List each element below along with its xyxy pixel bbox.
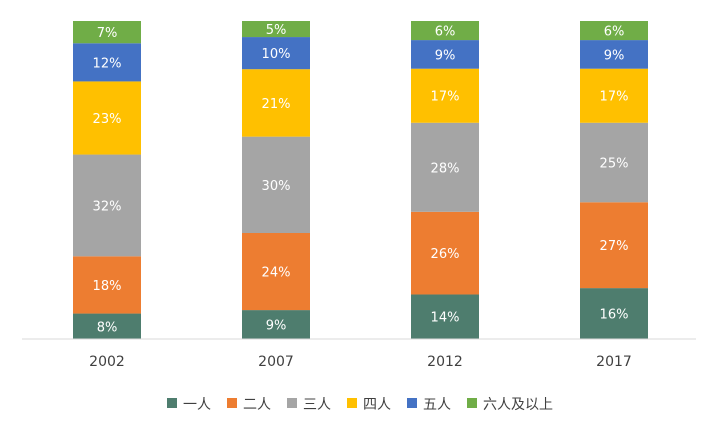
bar-segment: [242, 310, 310, 339]
legend-label: 二人: [243, 397, 271, 413]
data-label: 17%: [431, 90, 460, 105]
bar-segment: [73, 313, 141, 339]
x-axis-ticks: 2002 2007 2012 2017: [89, 354, 632, 370]
legend-label: 六人及以上: [483, 397, 553, 413]
data-label: 14%: [431, 311, 460, 326]
bar-segment: [411, 21, 479, 41]
data-label: 16%: [600, 308, 629, 323]
data-label: 9%: [266, 319, 287, 334]
legend-label: 五人: [423, 397, 451, 413]
legend-swatch: [287, 398, 297, 408]
legend-label: 四人: [363, 397, 391, 413]
data-label: 28%: [431, 161, 460, 176]
x-tick-label: 2002: [89, 354, 125, 370]
bar-segment: [580, 122, 648, 203]
x-tick-label: 2017: [596, 354, 632, 370]
data-label: 32%: [93, 199, 122, 214]
bars-layer: 8% 18% 32% 23% 12% 7% 9% 24% 30% 21% 10% 5% 14% 26% 28…: [73, 21, 648, 339]
bar-segment: [73, 81, 141, 155]
data-label: 26%: [431, 247, 460, 262]
data-label: 6%: [604, 25, 625, 40]
legend-swatch: [467, 398, 477, 408]
data-label: 25%: [600, 157, 629, 172]
data-label: 18%: [93, 279, 122, 294]
bar-segment: [242, 37, 310, 70]
legend: 一人 二人 三人 四人 五人 六人及以上: [167, 397, 553, 413]
legend-swatch: [227, 398, 237, 408]
data-label: 17%: [600, 90, 629, 105]
data-label: 9%: [435, 48, 456, 63]
bar-segment: [73, 43, 141, 82]
bar-segment: [411, 294, 479, 339]
data-label: 23%: [93, 112, 122, 127]
bar-segment: [580, 68, 648, 123]
x-tick-label: 2007: [258, 354, 294, 370]
data-label: 6%: [435, 25, 456, 40]
bar-segment: [411, 211, 479, 295]
data-label: 24%: [262, 266, 291, 281]
bar-segment: [580, 288, 648, 339]
bar-segment: [242, 21, 310, 38]
data-label: 7%: [97, 26, 118, 41]
bar-segment: [242, 136, 310, 233]
bar-segment: [73, 21, 141, 44]
bar-segment: [580, 21, 648, 41]
bar-segment: [73, 154, 141, 257]
legend-swatch: [407, 398, 417, 408]
data-label: 8%: [97, 320, 118, 335]
data-label: 10%: [262, 47, 291, 62]
bar-segment: [411, 40, 479, 69]
bar-segment: [411, 68, 479, 123]
legend-swatch: [167, 398, 177, 408]
bar-segment: [242, 233, 310, 311]
data-label: 27%: [600, 239, 629, 254]
bar-segment: [411, 122, 479, 212]
bar-segment: [580, 40, 648, 69]
bar-segment: [73, 256, 141, 314]
data-label: 21%: [262, 97, 291, 112]
data-label: 5%: [266, 23, 287, 38]
data-label: 9%: [604, 48, 625, 63]
data-label: 12%: [93, 56, 122, 71]
legend-label: 一人: [183, 397, 211, 413]
legend-swatch: [347, 398, 357, 408]
x-tick-label: 2012: [427, 354, 463, 370]
legend-label: 三人: [303, 397, 331, 413]
data-label: 30%: [262, 179, 291, 194]
bar-segment: [580, 202, 648, 289]
bar-segment: [242, 69, 310, 137]
